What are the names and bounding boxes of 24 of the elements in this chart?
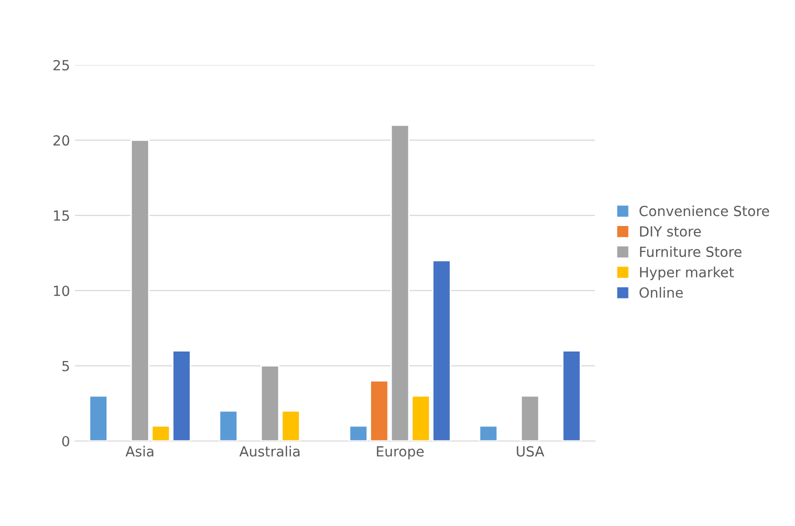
bar bbox=[218, 410, 238, 441]
x-tick-label: Australia bbox=[239, 446, 300, 457]
y-tick-label: 10 bbox=[54, 286, 70, 296]
y-tick-label: 15 bbox=[54, 210, 69, 221]
legend-label: DIY store bbox=[640, 226, 701, 237]
x-tick-label: USA bbox=[516, 446, 544, 457]
y-tick-label: 0 bbox=[62, 436, 70, 446]
y-tick-label: 25 bbox=[53, 60, 69, 70]
bar bbox=[478, 425, 498, 441]
y-tick-label: 20 bbox=[53, 135, 70, 146]
bar bbox=[562, 350, 582, 441]
legend-label: Online bbox=[640, 287, 683, 298]
x-tick-label: Asia bbox=[126, 446, 154, 457]
legend-label: Furniture Store bbox=[640, 246, 742, 258]
legend-label: Hyper market bbox=[640, 266, 734, 280]
bar bbox=[88, 395, 108, 441]
bar bbox=[390, 124, 410, 441]
y-tick-label: 5 bbox=[62, 360, 69, 372]
bar bbox=[260, 365, 280, 441]
bar bbox=[130, 140, 150, 441]
x-tick-label: Europe bbox=[376, 446, 424, 460]
bar bbox=[281, 410, 300, 441]
bar bbox=[520, 395, 540, 441]
legend-label: Convenience Store bbox=[640, 206, 770, 216]
